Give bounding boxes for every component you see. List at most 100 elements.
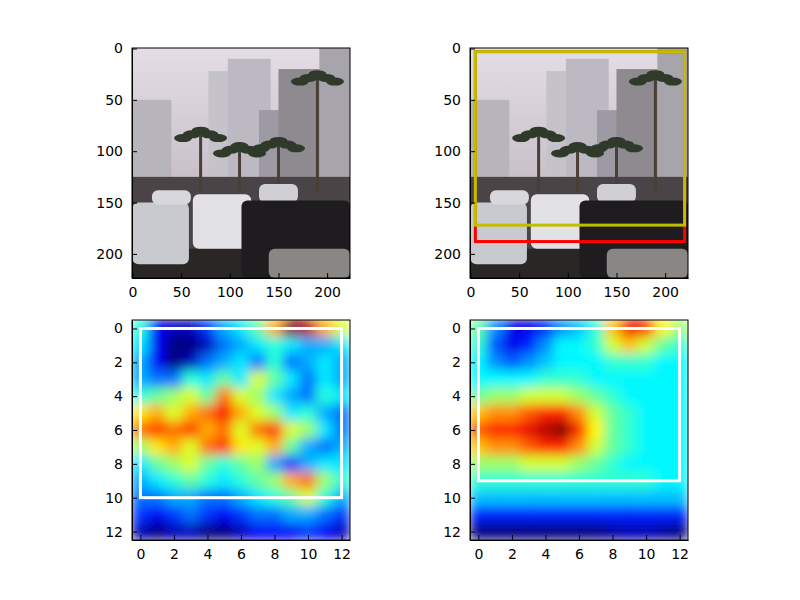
heatmap-cell (199, 388, 216, 405)
heatmap-cell (537, 337, 554, 354)
heatmap-cell (571, 354, 588, 371)
heatmap-cell (520, 489, 537, 506)
heatmap-cell (300, 405, 317, 422)
heatmap-cell (571, 438, 588, 455)
x-tick-mark (174, 535, 175, 540)
heatmap-cell (554, 354, 571, 371)
y-tick-label: 10 (105, 490, 123, 506)
y-tick: 2 (452, 354, 475, 370)
y-tick: 0 (114, 40, 137, 56)
x-axis: 024681012 (471, 535, 690, 562)
y-tick: 8 (114, 456, 137, 472)
heatmap-cell (166, 405, 183, 422)
heatmap-cell (266, 388, 283, 405)
heatmap-cell (199, 472, 216, 489)
heatmap-cell (654, 438, 671, 455)
heatmap-cell (166, 337, 183, 354)
heatmap-cell (571, 506, 588, 523)
x-tick-label: 6 (575, 546, 584, 562)
box (140, 328, 341, 497)
heatmap-cell (654, 337, 671, 354)
plot-area (132, 320, 350, 540)
heatmap-cell (537, 388, 554, 405)
heatmap-cell (300, 455, 317, 472)
y-tick-label: 12 (105, 524, 123, 540)
heatmap-cell (470, 506, 487, 523)
y-tick: 100 (434, 143, 475, 159)
y-tick-mark (132, 203, 137, 204)
y-tick-mark (132, 151, 137, 152)
heatmap-cell (638, 422, 655, 439)
box (478, 328, 679, 480)
heatmap-cell (604, 455, 621, 472)
heatmap-cell (537, 354, 554, 371)
axes-frame (132, 48, 350, 278)
y-tick-label: 2 (114, 354, 123, 370)
y-tick-label: 10 (443, 490, 461, 506)
y-tick: 50 (105, 92, 137, 108)
heatmap-cells (470, 320, 688, 540)
heatmap-cell (316, 388, 333, 405)
heatmap-cell (233, 422, 250, 439)
x-tick: 12 (333, 535, 351, 562)
x-tick: 0 (474, 535, 483, 562)
heatmap-cell (283, 388, 300, 405)
y-tick-mark (132, 49, 137, 50)
heatmap-cell (604, 438, 621, 455)
heatmap-cell (487, 371, 504, 388)
heatmap-cell (537, 438, 554, 455)
heatmap-cell (300, 422, 317, 439)
y-tick-label: 2 (452, 354, 461, 370)
heatmap-cell (504, 489, 521, 506)
x-tick: 200 (652, 273, 679, 300)
heatmap-cell (638, 405, 655, 422)
heatmap-cell (199, 438, 216, 455)
x-tick-mark (308, 535, 309, 540)
heatmap-cell (487, 422, 504, 439)
plot-area (132, 48, 350, 278)
x-tick-label: 10 (300, 546, 318, 562)
heatmap-cell (283, 438, 300, 455)
heatmap-cell (587, 489, 604, 506)
x-tick-mark (478, 535, 479, 540)
heatmap-cell (487, 337, 504, 354)
y-tick-label: 0 (452, 320, 461, 336)
heatmap-cell (604, 506, 621, 523)
heatmap-cell (504, 523, 521, 540)
y-axis: 024681012 (105, 320, 137, 540)
heatmap-cell (249, 405, 266, 422)
heatmap-cell (149, 337, 166, 354)
photo-palm-trunk (199, 131, 202, 193)
x-tick-label: 50 (511, 284, 529, 300)
heatmap-cell (571, 523, 588, 540)
heatmap-cell (216, 337, 233, 354)
x-tick: 50 (173, 273, 191, 300)
y-tick-mark (132, 532, 137, 533)
heatmap-cell (487, 388, 504, 405)
heatmap-cell (216, 422, 233, 439)
y-tick-mark (470, 328, 475, 329)
heatmap-cell (554, 438, 571, 455)
x-tick-mark (680, 535, 681, 540)
photo-sky (470, 48, 688, 278)
x-tick-mark (327, 273, 328, 278)
heatmap-cell (216, 472, 233, 489)
heatmap-cell (233, 455, 250, 472)
heatmap-cell (266, 472, 283, 489)
y-tick-mark (470, 100, 475, 101)
heatmap-cell (182, 523, 199, 540)
heatmap-cell (300, 523, 317, 540)
x-tick-label: 200 (652, 284, 679, 300)
heatmap-cell (166, 455, 183, 472)
y-axis-line (132, 49, 133, 279)
x-tick: 6 (575, 535, 584, 562)
x-tick: 50 (511, 273, 529, 300)
heatmap-cell (654, 354, 671, 371)
heatmap-cell (199, 422, 216, 439)
y-tick-mark (470, 203, 475, 204)
y-tick: 200 (434, 246, 475, 262)
heatmap-cell (504, 388, 521, 405)
photo-car (269, 249, 350, 278)
photo (470, 48, 688, 278)
heatmap-cell (571, 489, 588, 506)
